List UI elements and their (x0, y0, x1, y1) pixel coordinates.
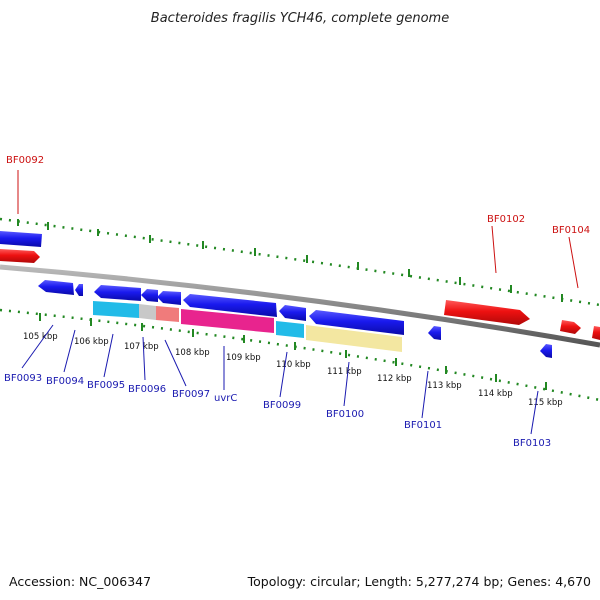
label-uvrC[interactable]: uvrC (214, 393, 237, 404)
gene-bf0096[interactable] (141, 289, 158, 302)
gene-bf0100[interactable] (309, 310, 404, 335)
gene-bf0095[interactable] (94, 285, 141, 301)
reverse-gene-label-texts: BF0093 BF0094 BF0095 BF0096 BF0097 uvrC … (4, 373, 551, 449)
gene-bf0101[interactable] (428, 326, 441, 340)
label-bf0100[interactable]: BF0100 (326, 409, 364, 420)
gene-bf0094[interactable] (75, 284, 83, 296)
gene-bf0092[interactable] (0, 249, 40, 263)
gene-uvrC[interactable] (183, 294, 277, 317)
label-bf0099[interactable]: BF0099 (263, 400, 301, 411)
kbp-113: 113 kbp (427, 381, 462, 391)
genome-backbone (0, 264, 600, 348)
kbp-111: 111 kbp (327, 367, 362, 377)
leader-bf0099 (279, 351, 288, 398)
label-bf0093[interactable]: BF0093 (4, 373, 42, 384)
gene-bf0103[interactable] (540, 344, 552, 358)
forward-major-ticks (17, 219, 563, 302)
leader-bf0100 (343, 361, 350, 407)
gene-bf0093-top[interactable] (0, 231, 42, 247)
label-bf0095[interactable]: BF0095 (87, 380, 125, 391)
leader-bf0104 (568, 236, 579, 289)
label-bf0103[interactable]: BF0103 (513, 438, 551, 449)
label-bf0102[interactable]: BF0102 (487, 214, 525, 225)
label-bf0097[interactable]: BF0097 (172, 389, 210, 400)
page-title: Bacteroides fragilis YCH46, complete gen… (151, 11, 449, 26)
reverse-gene-labels (21, 324, 539, 435)
kbp-105: 105 kbp (23, 332, 58, 342)
forward-gene-labels: BF0092 BF0102 BF0104 (6, 155, 590, 289)
label-bf0094[interactable]: BF0094 (46, 376, 84, 387)
band-cyan-2 (276, 321, 304, 338)
gene-bf0104b[interactable] (592, 326, 600, 340)
leader-bf0101 (421, 370, 429, 419)
label-bf0092[interactable]: BF0092 (6, 155, 44, 166)
kbp-110: 110 kbp (276, 360, 311, 370)
leader-bf0103 (530, 390, 539, 435)
gene-bf0102[interactable] (444, 300, 530, 325)
genome-summary-text: Topology: circular; Length: 5,277,274 bp… (247, 574, 591, 589)
reverse-major-ticks (39, 313, 547, 390)
kbp-107: 107 kbp (124, 342, 159, 352)
leader-bf0095 (103, 333, 114, 378)
reverse-genes-top (0, 231, 42, 247)
band-yellow (306, 325, 402, 352)
label-bf0104[interactable]: BF0104 (552, 225, 590, 236)
leader-bf0096 (142, 336, 146, 381)
gene-bf0093[interactable] (38, 280, 74, 295)
kbp-108: 108 kbp (175, 348, 210, 358)
kbp-112: 112 kbp (377, 374, 412, 384)
kbp-115: 115 kbp (528, 398, 563, 408)
gene-bf0097[interactable] (157, 291, 181, 305)
leader-bf0094 (63, 329, 76, 373)
band-magenta (181, 309, 274, 333)
gene-bf0099[interactable] (279, 305, 306, 321)
band-grey (139, 304, 156, 320)
forward-genes (0, 249, 600, 340)
leader-bf0093 (21, 324, 54, 369)
kbp-labels: 105 kbp 106 kbp 107 kbp 108 kbp 109 kbp … (23, 332, 563, 408)
kbp-106: 106 kbp (74, 337, 109, 347)
kbp-114: 114 kbp (478, 389, 513, 399)
label-bf0096[interactable]: BF0096 (128, 384, 166, 395)
kbp-109: 109 kbp (226, 353, 261, 363)
leader-bf0102 (491, 225, 497, 274)
leader-bf0097 (164, 339, 187, 387)
label-bf0101[interactable]: BF0101 (404, 420, 442, 431)
gene-bf0104[interactable] (560, 320, 581, 334)
reverse-genes (38, 280, 552, 358)
accession-text: Accession: NC_006347 (9, 574, 151, 589)
band-cyan-1 (93, 301, 139, 318)
band-salmon (156, 306, 179, 322)
feature-band (93, 301, 402, 352)
